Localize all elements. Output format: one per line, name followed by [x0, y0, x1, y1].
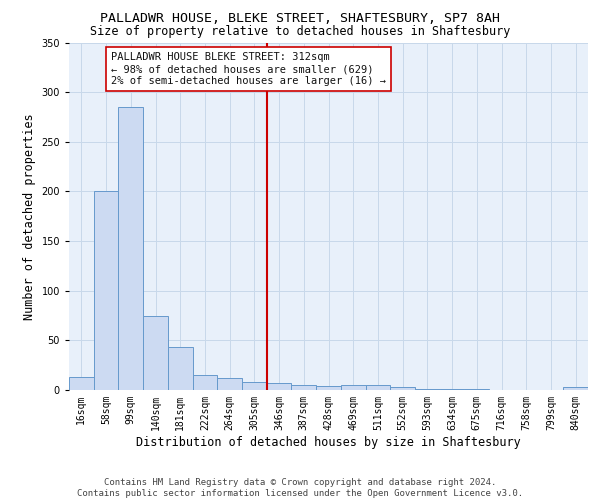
Text: Contains HM Land Registry data © Crown copyright and database right 2024.
Contai: Contains HM Land Registry data © Crown c… [77, 478, 523, 498]
Bar [563, 387, 588, 390]
Bar [292, 385, 316, 390]
Bar [168, 348, 193, 390]
Bar [440, 389, 464, 390]
Text: PALLADWR HOUSE BLEKE STREET: 312sqm
← 98% of detached houses are smaller (629)
2: PALLADWR HOUSE BLEKE STREET: 312sqm ← 98… [111, 52, 386, 86]
Y-axis label: Number of detached properties: Number of detached properties [23, 113, 36, 320]
Bar [242, 382, 267, 390]
Bar [341, 385, 365, 390]
Bar [118, 107, 143, 390]
Bar [143, 316, 168, 390]
Bar [217, 378, 242, 390]
Bar [464, 389, 489, 390]
Text: PALLADWR HOUSE, BLEKE STREET, SHAFTESBURY, SP7 8AH: PALLADWR HOUSE, BLEKE STREET, SHAFTESBUR… [100, 12, 500, 26]
Bar [94, 192, 118, 390]
Text: Size of property relative to detached houses in Shaftesbury: Size of property relative to detached ho… [90, 25, 510, 38]
Bar [365, 385, 390, 390]
Bar [390, 387, 415, 390]
X-axis label: Distribution of detached houses by size in Shaftesbury: Distribution of detached houses by size … [136, 436, 521, 448]
Bar [193, 375, 217, 390]
Bar [267, 383, 292, 390]
Bar [316, 386, 341, 390]
Bar [415, 389, 440, 390]
Bar [69, 377, 94, 390]
